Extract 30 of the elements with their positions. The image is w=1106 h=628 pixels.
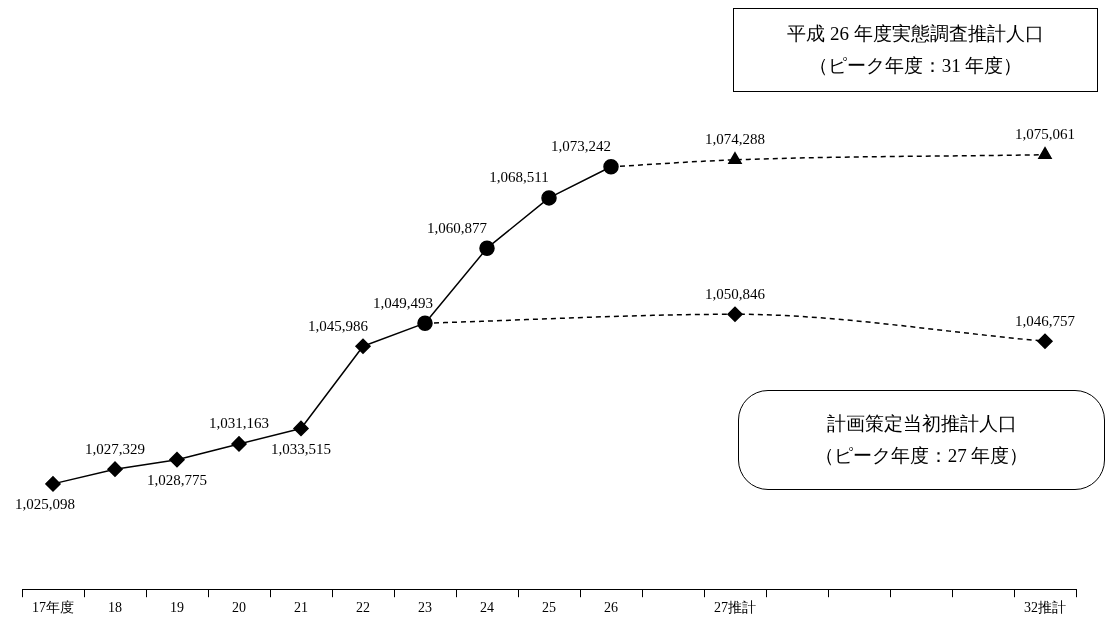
data-label: 1,025,098: [15, 496, 75, 513]
x-tick-label: 26: [604, 600, 618, 616]
caption-box: 平成 26 年度実態調査推計人口 （ピーク年度：31 年度）: [733, 8, 1098, 92]
caption-box: 計画策定当初推計人口 （ピーク年度：27 年度）: [738, 390, 1105, 490]
x-tick-label: 32推計: [1024, 600, 1066, 616]
data-label: 1,068,511: [489, 169, 549, 186]
x-tick-label: 24: [480, 600, 494, 616]
x-tick-label: 18: [108, 600, 122, 616]
x-tick-label: 17年度: [32, 600, 74, 616]
x-tick-label: 23: [418, 600, 432, 616]
x-tick-label: 19: [170, 600, 184, 616]
x-tick-label: 22: [356, 600, 370, 616]
data-label: 1,073,242: [551, 138, 611, 155]
x-tick-label: 21: [294, 600, 308, 616]
data-label: 1,046,757: [1015, 312, 1076, 329]
data-label: 1,050,846: [705, 285, 766, 302]
annotation: （ピーク年度：27 年度）: [814, 444, 1029, 468]
data-label: 1,027,329: [85, 440, 145, 457]
annotation: 計画策定当初推計人口: [826, 412, 1017, 436]
data-label: 1,031,163: [209, 415, 269, 432]
x-tick-label: 20: [232, 600, 246, 616]
x-tick-label: 25: [542, 600, 556, 616]
data-label: 1,075,061: [1015, 126, 1075, 143]
x-tick-label: 27推計: [714, 600, 756, 616]
data-label: 1,074,288: [705, 131, 765, 148]
data-label: 1,049,493: [373, 294, 433, 311]
data-label: 1,060,877: [427, 219, 488, 236]
data-label: 1,045,986: [308, 317, 369, 334]
data-label: 1,033,515: [271, 440, 331, 457]
data-label: 1,028,775: [147, 472, 207, 489]
